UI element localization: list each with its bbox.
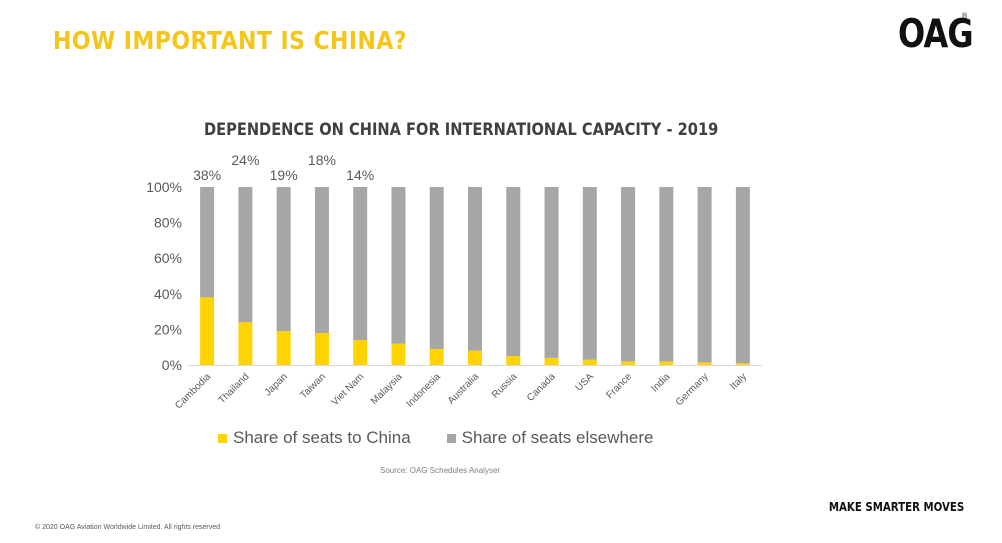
bars <box>200 187 750 365</box>
bar-segment-china <box>314 332 329 365</box>
bar-segment-china <box>391 343 406 365</box>
bar-segment-china <box>659 361 674 365</box>
y-tick-label: 0% <box>162 357 182 373</box>
x-tick-label: Cambodia <box>173 371 213 411</box>
bar-segment-china <box>429 348 444 365</box>
y-tick-label: 40% <box>154 286 182 302</box>
x-tick-label: Russia <box>490 371 520 401</box>
bar-segment-china <box>468 350 482 365</box>
y-tick-label: 20% <box>154 321 182 337</box>
x-tick-label: USA <box>574 371 597 394</box>
bar-segment-elsewhere <box>735 187 750 364</box>
x-tick-label: Viet Nam <box>330 371 367 408</box>
bar-segment-china <box>238 322 253 365</box>
bar-segment-elsewhere <box>544 187 559 358</box>
x-tick-label: Canada <box>525 371 558 404</box>
bar-segment-elsewhere <box>314 187 329 333</box>
tagline: MAKE SMARTER MOVES <box>828 500 964 514</box>
bar-segment-elsewhere <box>659 187 674 362</box>
bar-segment-elsewhere <box>276 187 291 332</box>
legend-label-elsewhere: Share of seats elsewhere <box>461 428 654 447</box>
bar-segment-elsewhere <box>506 187 521 357</box>
data-label: 38% <box>193 167 221 183</box>
bar-segment-china <box>276 331 291 365</box>
bar-segment-elsewhere <box>238 187 253 323</box>
bar-segment-elsewhere <box>582 187 597 360</box>
legend-item-china: Share of seats to China <box>218 428 411 448</box>
bar-segment-elsewhere <box>468 187 482 351</box>
x-tick-label: Italy <box>728 371 749 392</box>
x-tick-label: Australia <box>446 371 482 407</box>
legend-swatch-china <box>218 433 227 443</box>
data-labels: 38% 24% 19% 18% 14% <box>193 152 374 183</box>
y-tick-label: 80% <box>154 215 182 231</box>
slide-title: HOW IMPORTANT IS CHINA? <box>53 26 408 55</box>
x-tick-label: Germany <box>674 371 711 408</box>
bar-segment-elsewhere <box>200 187 215 298</box>
data-label: 19% <box>270 167 298 183</box>
x-tick-label: Japan <box>263 371 290 398</box>
x-tick-label: India <box>649 371 672 394</box>
legend-item-elsewhere: Share of seats elsewhere <box>446 428 654 448</box>
bar-segment-china <box>200 297 215 365</box>
legend-swatch-elsewhere <box>446 433 456 443</box>
bar-segment-china <box>353 340 368 365</box>
bar-segment-elsewhere <box>697 187 712 363</box>
x-axis-labels: Cambodia Thailand Japan Taiwan Viet Nam Malay… <box>173 371 749 411</box>
copyright: © 2020 OAG Aviation Worldwide Limited. A… <box>35 524 221 531</box>
x-tick-label: Indonesia <box>404 371 443 410</box>
bar-segment-elsewhere <box>621 187 636 362</box>
data-label: 14% <box>346 167 374 183</box>
x-tick-label: France <box>604 371 634 401</box>
x-tick-label: Thailand <box>217 371 252 406</box>
bar-segment-elsewhere <box>391 187 406 344</box>
bar-segment-china <box>697 362 712 365</box>
bar-segment-china <box>506 356 521 365</box>
chart-title: DEPENDENCE ON CHINA FOR INTERNATIONAL CA… <box>204 120 719 140</box>
bar-segment-elsewhere <box>353 187 368 341</box>
bar-segment-elsewhere <box>429 187 444 349</box>
registered-mark: ® <box>962 13 968 20</box>
source-note: Source: OAG Schedules Analyser <box>380 466 501 475</box>
bar-segment-china <box>544 357 559 365</box>
bar-segment-china <box>621 361 636 365</box>
x-tick-label: Malaysia <box>369 371 405 407</box>
y-axis-ticks: 0% 20% 40% 60% 80% 100% <box>146 179 182 373</box>
y-tick-label: 60% <box>154 250 182 266</box>
data-label: 18% <box>308 152 336 168</box>
y-tick-label: 100% <box>146 179 182 195</box>
oag-logo: OAG <box>898 12 974 57</box>
legend: Share of seats to China Share of seats e… <box>218 428 654 448</box>
data-label: 24% <box>231 152 259 168</box>
bar-segment-china <box>735 363 750 365</box>
bar-segment-china <box>582 359 597 365</box>
x-tick-label: Taiwan <box>298 371 328 401</box>
legend-label-china: Share of seats to China <box>233 428 411 447</box>
